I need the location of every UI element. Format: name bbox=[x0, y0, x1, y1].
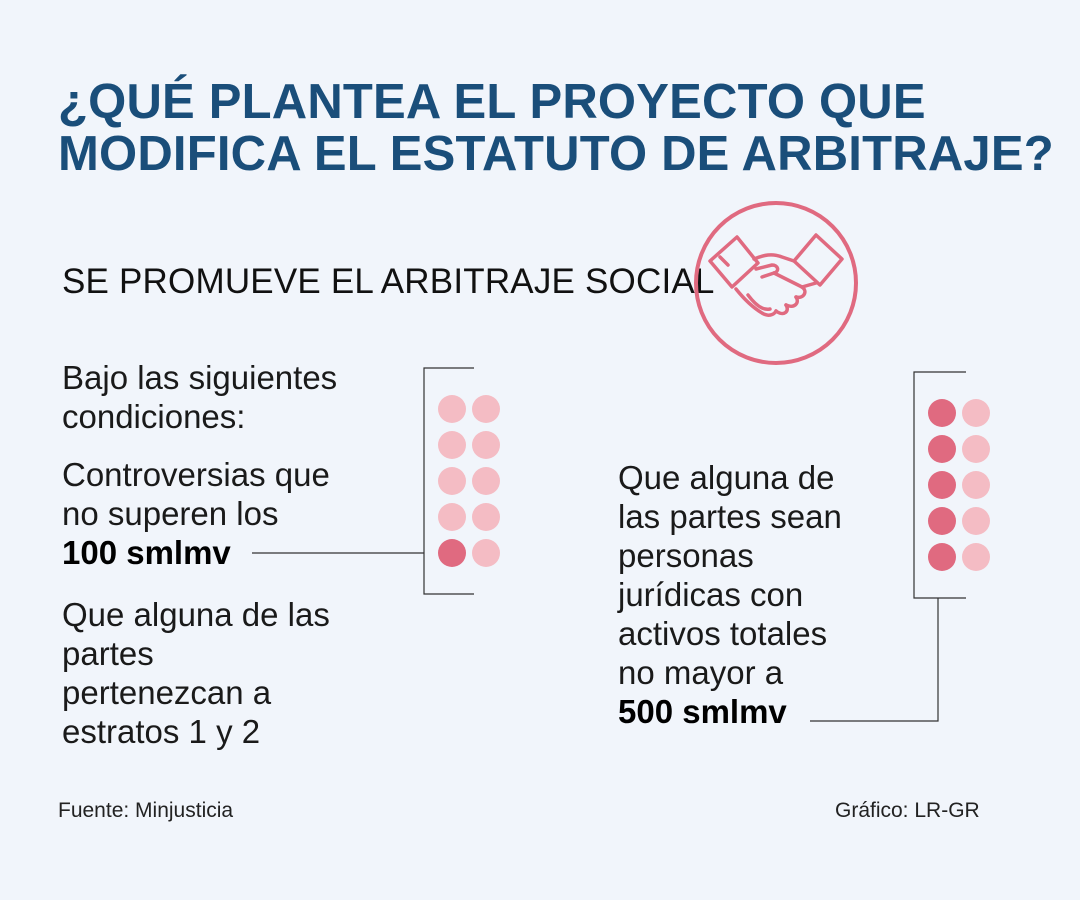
page-title: ¿QUÉ PLANTEA EL PROYECTO QUE MODIFICA EL… bbox=[58, 76, 1058, 180]
condition-1-line-1: Controversias que bbox=[62, 456, 330, 493]
left-dot-1-empty bbox=[438, 395, 466, 423]
intro-line-2: condiciones: bbox=[62, 398, 246, 435]
subtitle: SE PROMUEVE EL ARBITRAJE SOCIAL bbox=[62, 262, 715, 301]
source-note: Fuente: Minjusticia bbox=[58, 799, 234, 822]
handshake-icon bbox=[694, 201, 858, 365]
title-line-2: MODIFICA EL ESTATUTO DE ARBITRAJE? bbox=[58, 127, 1054, 181]
right-line-1: Que alguna de bbox=[618, 459, 835, 496]
left-dot-7-empty bbox=[438, 503, 466, 531]
condition-1-value: 100 smlmv bbox=[62, 534, 231, 571]
right-line-4: jurídicas con bbox=[618, 576, 804, 613]
right-dot-grid bbox=[928, 399, 990, 571]
left-dot-4-empty bbox=[472, 431, 500, 459]
condition-2-line-2: partes bbox=[62, 635, 154, 672]
intro-line-1: Bajo las siguientes bbox=[62, 359, 338, 396]
left-dot-5-empty bbox=[438, 467, 466, 495]
right-dot-8-empty bbox=[962, 507, 990, 535]
left-dot-6-empty bbox=[472, 467, 500, 495]
right-dot-2-empty bbox=[962, 399, 990, 427]
right-line-3: personas bbox=[618, 537, 754, 574]
right-dot-3-filled bbox=[928, 435, 956, 463]
right-line-2: las partes sean bbox=[618, 498, 842, 535]
right-dot-10-empty bbox=[962, 543, 990, 571]
left-bracket bbox=[423, 367, 474, 595]
credit-note: Gráfico: LR-GR bbox=[835, 799, 980, 822]
condition-2: Que alguna de las partes pertenezcan a e… bbox=[62, 595, 330, 751]
intro-text: Bajo las siguientes condiciones: bbox=[62, 358, 337, 436]
title-line-1: ¿QUÉ PLANTEA EL PROYECTO QUE bbox=[58, 75, 926, 129]
left-dot-3-empty bbox=[438, 431, 466, 459]
right-dot-7-filled bbox=[928, 507, 956, 535]
condition-1-line-2: no superen los bbox=[62, 495, 279, 532]
right-dot-4-empty bbox=[962, 435, 990, 463]
right-condition: Que alguna de las partes sean personas j… bbox=[618, 458, 842, 731]
condition-1: Controversias que no superen los 100 sml… bbox=[62, 455, 330, 572]
right-value: 500 smlmv bbox=[618, 693, 787, 730]
right-dot-6-empty bbox=[962, 471, 990, 499]
left-dot-10-empty bbox=[472, 539, 500, 567]
right-connector bbox=[810, 598, 939, 722]
right-dot-9-filled bbox=[928, 543, 956, 571]
right-line-6: no mayor a bbox=[618, 654, 784, 691]
left-dot-8-empty bbox=[472, 503, 500, 531]
condition-2-line-4: estratos 1 y 2 bbox=[62, 713, 261, 750]
left-dot-grid bbox=[438, 395, 500, 567]
right-dot-1-filled bbox=[928, 399, 956, 427]
right-bracket bbox=[913, 371, 966, 599]
right-dot-5-filled bbox=[928, 471, 956, 499]
right-line-5: activos totales bbox=[618, 615, 828, 652]
condition-2-line-1: Que alguna de las bbox=[62, 596, 330, 633]
left-dot-9-filled bbox=[438, 539, 466, 567]
left-dot-2-empty bbox=[472, 395, 500, 423]
condition-2-line-3: pertenezcan a bbox=[62, 674, 272, 711]
